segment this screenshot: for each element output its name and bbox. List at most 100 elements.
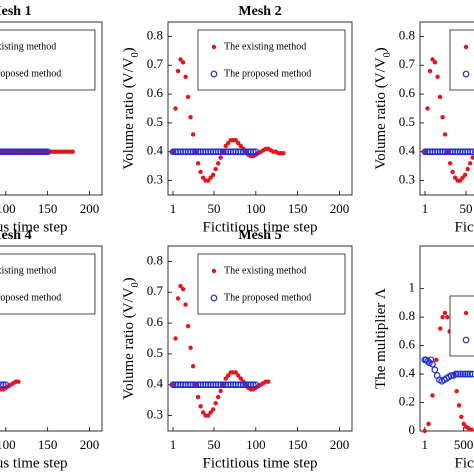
- panel: Mesh 21 50 100 150 2000.30.40.50.60.70.8Fict…: [121, 4, 353, 235]
- x-axis-label: Fictitious time step: [203, 455, 318, 471]
- point: [445, 314, 450, 320]
- point: [233, 138, 238, 143]
- legend-label: The proposed method: [224, 292, 311, 303]
- y-axis-label-part: Volume ratio (V/V: [121, 287, 137, 399]
- point: [185, 94, 191, 100]
- y-axis-label-part: ): [121, 277, 137, 282]
- legend-marker: [210, 70, 218, 78]
- point: [210, 172, 216, 178]
- point: [173, 106, 178, 111]
- x-tick-label: 50: [208, 437, 221, 452]
- x-tick-label: 100: [246, 437, 266, 452]
- point: [208, 410, 213, 415]
- point: [454, 388, 459, 394]
- y-tick-label: 0.4: [399, 143, 416, 158]
- legend-marker: [211, 268, 217, 274]
- panel-title: Mesh 5: [238, 228, 281, 243]
- point: [452, 370, 460, 378]
- x-tick-label: 150: [288, 201, 308, 216]
- y-axis-label-part: ): [121, 47, 137, 52]
- y-tick-label: 1: [409, 280, 416, 295]
- point: [456, 403, 462, 408]
- point: [215, 394, 221, 400]
- point: [457, 370, 464, 378]
- point: [175, 68, 181, 74]
- point: [450, 169, 455, 175]
- y-tick-label: 0.8: [147, 252, 163, 267]
- panel: Mesh 41501001502000.30.40.50.60.70.8Fict…: [0, 228, 103, 471]
- x-tick-label: 150: [38, 437, 58, 452]
- plot-frame: [0, 21, 103, 196]
- x-tick-label: 100: [0, 201, 16, 216]
- panel: Mesh 31501001502000.30.40.50.60.70.8Fict…: [373, 21, 474, 235]
- point: [470, 155, 474, 160]
- point: [440, 114, 445, 120]
- y-axis-label-part: Volume ratio (V/V: [373, 57, 389, 169]
- y-tick-label: 0.7: [147, 56, 164, 71]
- point: [442, 132, 448, 137]
- y-axis-label-part: ): [373, 47, 389, 52]
- y-axis-label-part: 0: [130, 282, 141, 287]
- point: [424, 357, 432, 365]
- panel: Mesh 11501001502000.30.40.50.60.70.8Fict…: [0, 4, 103, 235]
- legend-label: The proposed method: [224, 68, 311, 79]
- y-tick-label: 0.6: [399, 85, 416, 100]
- point: [195, 394, 201, 400]
- x-tick-label: 1: [422, 201, 429, 216]
- panel: Mesh 51 50 100 150 2000.30.40.50.60.70.8Fict…: [121, 228, 353, 471]
- x-tick-label: 150: [288, 437, 308, 452]
- point: [454, 370, 462, 378]
- y-tick-label: 0.5: [147, 114, 163, 129]
- point: [0, 381, 7, 389]
- point: [195, 161, 201, 166]
- legend-marker: [462, 70, 470, 78]
- point: [205, 413, 211, 418]
- y-axis-label: Volume ratio (V/V0): [373, 47, 392, 169]
- y-tick-label: 0.4: [399, 365, 416, 380]
- point: [213, 401, 218, 406]
- point: [249, 381, 257, 389]
- y-tick-label: 0.8: [399, 308, 415, 323]
- y-tick-label: 0.6: [147, 314, 164, 329]
- legend-label: The existing method: [0, 41, 56, 52]
- point: [41, 148, 49, 156]
- legend-label: The existing method: [0, 265, 56, 276]
- legend-label: The proposed method: [0, 68, 61, 79]
- point: [461, 370, 469, 378]
- point: [435, 74, 440, 79]
- x-tick-label: 150: [38, 201, 58, 216]
- x-axis-label: Fictitious time step: [455, 219, 474, 235]
- point: [469, 148, 474, 156]
- y-axis-label-part: 0: [130, 52, 141, 57]
- y-tick-label: 0.7: [147, 283, 164, 298]
- y-tick-label: 0.3: [147, 407, 163, 422]
- legend-box: [449, 29, 474, 91]
- point: [223, 376, 228, 381]
- y-tick-label: 0.4: [147, 376, 164, 391]
- panel-title: Mesh 4: [0, 228, 32, 243]
- x-tick-label: 1: [422, 437, 429, 452]
- x-tick-label: 1: [170, 437, 177, 452]
- point: [427, 356, 435, 364]
- legend-box: [449, 295, 474, 357]
- legend-marker: [211, 44, 217, 50]
- point: [466, 370, 474, 378]
- y-tick-label: 0.3: [147, 172, 163, 187]
- point: [185, 323, 191, 329]
- point: [447, 161, 453, 166]
- point: [468, 370, 474, 378]
- point: [440, 314, 445, 320]
- x-tick-label: 50: [208, 201, 221, 216]
- point: [218, 155, 223, 160]
- point: [434, 357, 439, 363]
- y-tick-label: 0.4: [147, 143, 164, 158]
- point: [188, 345, 193, 350]
- point: [190, 132, 196, 137]
- point: [442, 310, 448, 316]
- point: [226, 373, 231, 378]
- point: [200, 410, 206, 415]
- point: [238, 376, 243, 381]
- point: [429, 360, 436, 368]
- point: [438, 326, 443, 331]
